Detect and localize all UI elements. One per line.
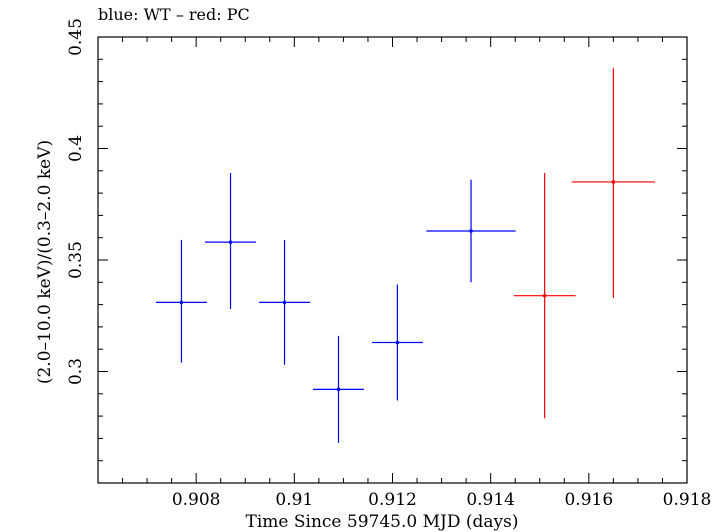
x-axis-label: Time Since 59745.0 MJD (days): [246, 512, 519, 532]
data-point-wt: [155, 239, 207, 363]
x-tick-label: 0.914: [466, 490, 515, 510]
data-point-pc: [571, 68, 656, 298]
data-point-wt: [371, 284, 423, 401]
data-marker: [395, 340, 400, 345]
y-tick-label: 0.45: [66, 18, 86, 56]
y-tick-label: 0.35: [66, 241, 86, 279]
data-point-wt: [426, 179, 516, 283]
data-point-wt: [312, 335, 365, 443]
data-marker: [179, 300, 184, 305]
chart-title: blue: WT – red: PC: [98, 5, 250, 24]
x-tick-label: 0.916: [564, 490, 613, 510]
data-marker: [228, 240, 233, 244]
data-marker: [336, 387, 341, 392]
data-marker: [282, 300, 287, 305]
data-point-pc: [513, 173, 576, 419]
x-tick-label: 0.91: [275, 490, 313, 510]
data-marker: [469, 229, 473, 233]
x-tick-label: 0.912: [368, 490, 417, 510]
data-marker: [611, 180, 616, 184]
y-tick-label: 0.4: [66, 135, 86, 162]
data-points: [155, 68, 656, 443]
data-point-wt: [258, 239, 311, 365]
y-axis-label: (2.0–10.0 keV)/(0.3–2.0 keV): [35, 140, 55, 384]
x-tick-label: 0.918: [663, 490, 712, 510]
x-tick-label: 0.908: [172, 490, 221, 510]
x-axis: 0.908 0.91 0.912 0.914 0.916 0.918: [97, 37, 712, 510]
data-marker: [542, 293, 547, 298]
y-tick-label: 0.3: [66, 358, 86, 385]
data-point-wt: [205, 173, 257, 310]
plot-frame: [97, 36, 688, 484]
y-axis: 0.3 0.35 0.4 0.45: [66, 18, 687, 484]
